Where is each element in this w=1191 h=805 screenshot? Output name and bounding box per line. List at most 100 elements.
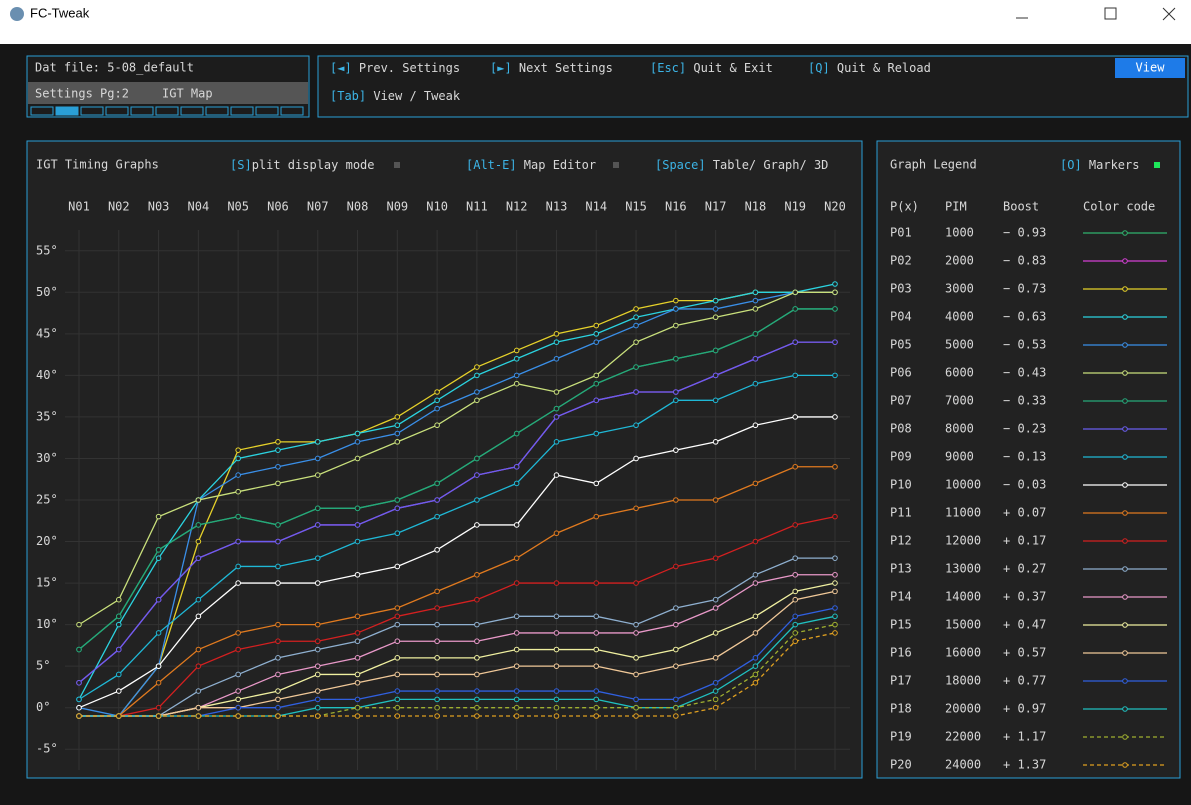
legend-boost: − 0.83 xyxy=(1003,254,1046,268)
legend-boost: − 0.63 xyxy=(1003,310,1046,324)
series-marker xyxy=(354,571,361,578)
view-mode-label: Table/ Graph/ 3D xyxy=(706,158,829,172)
legend-name: P14 xyxy=(890,590,912,604)
series-marker xyxy=(474,704,480,711)
series-marker xyxy=(832,605,838,611)
series-line xyxy=(78,341,835,684)
series-marker xyxy=(314,522,321,528)
series-marker xyxy=(155,679,162,686)
legend-boost: + 0.97 xyxy=(1003,702,1046,716)
series-marker xyxy=(275,447,281,453)
series-marker xyxy=(593,513,600,520)
markers-toggle-label: Markers xyxy=(1082,158,1140,172)
legend-name: P18 xyxy=(890,702,912,716)
series-marker xyxy=(553,472,560,478)
legend-boost: + 1.17 xyxy=(1003,730,1046,744)
legend-boost: + 0.07 xyxy=(1003,506,1046,520)
series-marker xyxy=(633,455,639,462)
series-marker xyxy=(314,621,321,628)
series-marker xyxy=(633,630,639,636)
series-marker xyxy=(474,638,480,645)
series-marker xyxy=(394,439,401,445)
y-tick-label: 55° xyxy=(36,243,58,257)
series-marker xyxy=(752,297,759,304)
series-marker xyxy=(314,671,321,678)
legend-name: P12 xyxy=(890,534,912,548)
maximize-button[interactable] xyxy=(1104,7,1117,20)
legend-boost: + 0.47 xyxy=(1003,618,1046,632)
legend-boost: − 0.93 xyxy=(1003,226,1046,240)
legend-name: P11 xyxy=(890,506,912,520)
series-marker xyxy=(155,513,162,520)
series-marker xyxy=(673,713,679,719)
series-marker xyxy=(712,297,719,304)
legend-swatch-marker xyxy=(1122,678,1128,684)
page-cell xyxy=(105,106,129,116)
series-marker xyxy=(633,339,639,345)
settings-row xyxy=(28,82,308,104)
series-marker xyxy=(434,605,440,611)
shortcut-key: [Q] xyxy=(808,61,830,75)
view-button[interactable] xyxy=(1115,58,1185,78)
series-marker xyxy=(513,380,520,387)
series-marker xyxy=(76,696,82,703)
close-button[interactable] xyxy=(1162,7,1176,21)
series-marker xyxy=(275,580,281,586)
series-line xyxy=(78,308,835,651)
series-marker xyxy=(593,331,600,337)
series-marker xyxy=(394,713,401,719)
series-marker xyxy=(235,671,241,678)
series-marker xyxy=(673,355,679,362)
legend-pim: 8000 xyxy=(945,422,974,436)
series-marker xyxy=(752,671,759,678)
series-marker xyxy=(712,630,719,636)
series-marker xyxy=(712,555,719,561)
page-cell xyxy=(55,106,79,116)
x-tick-label: N19 xyxy=(784,200,806,214)
legend-swatch-marker xyxy=(1122,734,1128,740)
series-marker xyxy=(354,638,361,645)
series-marker xyxy=(474,397,480,404)
series-marker xyxy=(195,522,202,528)
series-line xyxy=(78,374,835,700)
series-marker xyxy=(394,688,401,694)
series-marker xyxy=(235,580,241,586)
series-marker xyxy=(752,422,759,429)
series-marker xyxy=(593,430,600,437)
legend-pim: 16000 xyxy=(945,646,981,660)
shortcut-label: Quit & Exit xyxy=(686,61,773,75)
series-marker xyxy=(354,671,361,678)
series-marker xyxy=(832,289,838,296)
legend-swatch-marker xyxy=(1122,622,1128,628)
page-cell xyxy=(180,106,204,116)
series-marker xyxy=(235,472,241,478)
x-tick-label: N11 xyxy=(466,200,488,214)
series-marker xyxy=(553,331,560,337)
x-tick-label: N02 xyxy=(108,200,130,214)
series-marker xyxy=(513,630,520,636)
series-marker xyxy=(752,613,759,620)
series-marker xyxy=(434,497,440,503)
series-marker xyxy=(593,713,600,719)
legend-swatch-marker xyxy=(1122,594,1128,600)
series-line xyxy=(79,515,836,717)
series-marker xyxy=(593,613,600,620)
markers-indicator xyxy=(1154,162,1160,168)
series-marker xyxy=(235,513,241,520)
series-marker xyxy=(354,704,361,711)
legend-pim: 2000 xyxy=(945,254,974,268)
legend-swatch-marker xyxy=(1122,314,1128,320)
view-button-label[interactable]: View xyxy=(1136,61,1166,75)
series-marker xyxy=(553,389,560,395)
y-tick-label: 25° xyxy=(36,493,58,507)
series-marker xyxy=(115,688,122,694)
series-marker xyxy=(235,447,241,453)
series-marker xyxy=(434,696,440,703)
legend-header: Boost xyxy=(1003,200,1039,214)
series-marker xyxy=(673,621,679,628)
series-marker xyxy=(394,430,401,437)
series-marker xyxy=(752,480,759,487)
dat-file: Dat file: 5-08_default xyxy=(35,61,194,75)
x-tick-label: N07 xyxy=(307,200,329,214)
